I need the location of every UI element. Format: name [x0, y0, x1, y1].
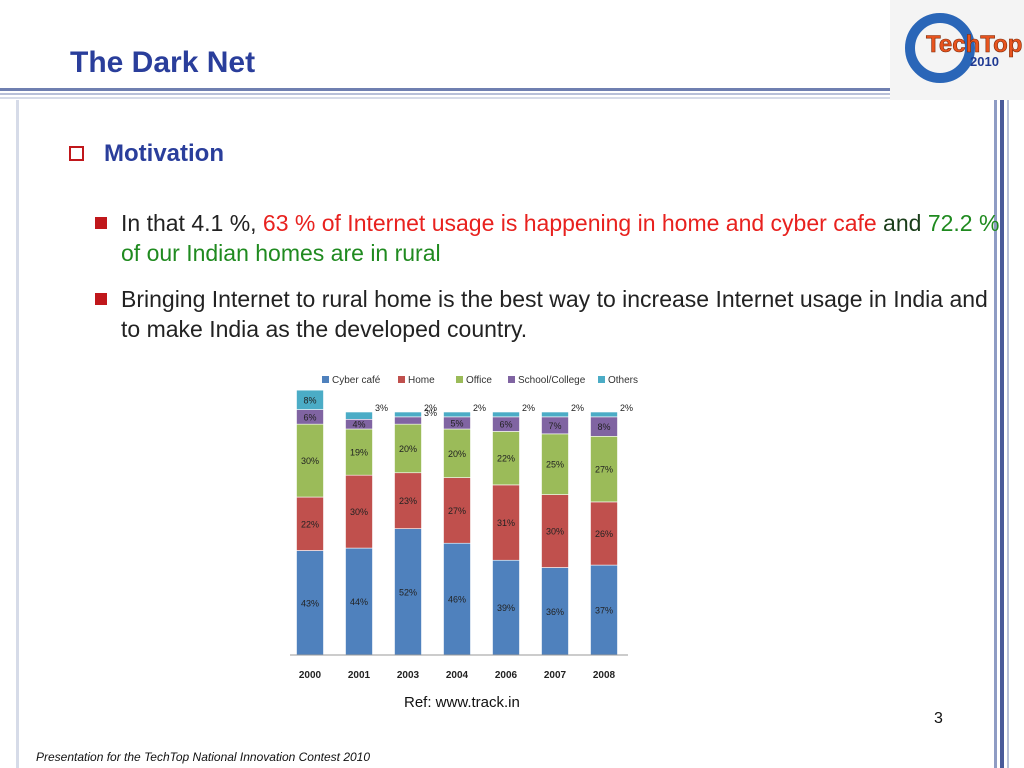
- bullet-text: 72.2 % of our Indian homes are in rural: [121, 210, 1006, 266]
- x-tick-label: 2003: [397, 670, 420, 681]
- bar-segment: [492, 431, 520, 486]
- bar-segment: [590, 501, 618, 566]
- data-label: 37%: [595, 606, 613, 616]
- bar-segment: [394, 423, 422, 474]
- bar-segment: [443, 477, 471, 544]
- legend-label: School/College: [518, 375, 586, 386]
- bullet-text: 63 % of Internet usage is happening in h…: [262, 210, 877, 236]
- legend-swatch: [598, 376, 605, 383]
- bullet-text: Bringing Internet to rural home is the b…: [121, 286, 995, 342]
- data-label: 46%: [448, 595, 466, 605]
- data-label: 31%: [497, 518, 515, 528]
- bar-segment: [394, 472, 422, 529]
- legend-swatch: [322, 376, 329, 383]
- bar-segment: [541, 411, 569, 418]
- bar-segment: [492, 559, 520, 656]
- data-label: 2%: [473, 403, 486, 413]
- bar-segment: [443, 428, 471, 478]
- legend-label: Home: [408, 375, 435, 386]
- bar-segment: [345, 411, 373, 420]
- bar-segment: [492, 411, 520, 418]
- heading: Motivation: [104, 140, 224, 167]
- bar-segment: [590, 564, 618, 656]
- data-label: 2%: [620, 403, 633, 413]
- data-label: 7%: [548, 421, 561, 431]
- bullet-list: In that 4.1 %, 63 % of Internet usage is…: [95, 208, 1001, 360]
- data-label: 20%: [448, 449, 466, 459]
- bar-segment: [394, 416, 422, 425]
- footer: Presentation for the TechTop National In…: [36, 750, 370, 764]
- bullet: Bringing Internet to rural home is the b…: [95, 284, 1001, 344]
- data-label: 2%: [571, 403, 584, 413]
- bullet-text: and: [876, 210, 928, 236]
- bar-segment: [590, 435, 618, 503]
- x-tick-label: 2007: [544, 670, 567, 681]
- legend-swatch: [508, 376, 515, 383]
- data-label: 43%: [301, 598, 319, 608]
- bar-segment: [296, 423, 324, 498]
- data-label: 19%: [350, 448, 368, 458]
- data-label: 2%: [522, 403, 535, 413]
- logo-year: 2010: [970, 54, 999, 69]
- chart: Cyber café Home Office School/College Others…: [290, 362, 638, 690]
- x-tick-label: 2000: [299, 670, 322, 681]
- data-label: 8%: [597, 422, 610, 432]
- data-label: 30%: [350, 507, 368, 517]
- bar-segment: [541, 433, 569, 495]
- data-label: 3%: [424, 408, 437, 418]
- data-label: 20%: [399, 444, 417, 454]
- data-label: 8%: [303, 395, 316, 405]
- data-label: 44%: [350, 597, 368, 607]
- data-label: 5%: [450, 418, 463, 428]
- bar-segment: [345, 474, 373, 549]
- x-tick-label: 2004: [446, 670, 469, 681]
- legend-label: Cyber café: [332, 375, 381, 386]
- data-label: 3%: [375, 403, 388, 413]
- data-label: 6%: [499, 420, 512, 430]
- x-tick-label: 2008: [593, 670, 616, 681]
- data-label: 30%: [546, 527, 564, 537]
- data-label: 22%: [301, 519, 319, 529]
- bar-segment: [394, 528, 422, 656]
- data-label: 39%: [497, 603, 515, 613]
- data-label: 22%: [497, 454, 515, 464]
- data-label: 27%: [448, 506, 466, 516]
- data-label: 23%: [399, 496, 417, 506]
- slide-title: The Dark Net: [70, 46, 255, 79]
- legend-swatch: [456, 376, 463, 383]
- data-label: 27%: [595, 465, 613, 475]
- data-label: 30%: [301, 456, 319, 466]
- logo-ring: [905, 13, 975, 83]
- reference: Ref: www.track.in: [404, 694, 520, 711]
- legend-label: Others: [608, 375, 638, 386]
- data-label: 4%: [352, 420, 365, 430]
- bar-segment: [590, 411, 618, 418]
- data-label: 52%: [399, 587, 417, 597]
- bar-segment: [492, 484, 520, 561]
- page-number: 3: [934, 710, 943, 727]
- data-label: 2%: [424, 403, 437, 413]
- data-label: 36%: [546, 607, 564, 617]
- bullet-text: In that 4.1 %,: [121, 210, 263, 236]
- data-label: 26%: [595, 529, 613, 539]
- bar-segment: [296, 389, 324, 410]
- data-label: 6%: [303, 412, 316, 422]
- bar-segment: [541, 567, 569, 656]
- bar-segment: [394, 411, 422, 418]
- bar-segment: [443, 411, 471, 418]
- bullet: In that 4.1 %, 63 % of Internet usage is…: [95, 208, 1001, 268]
- x-tick-label: 2001: [348, 670, 371, 681]
- data-label: 25%: [546, 460, 564, 470]
- legend-swatch: [398, 376, 405, 383]
- logo-name: TechTop: [926, 31, 1022, 58]
- legend-label: Office: [466, 375, 492, 386]
- x-tick-label: 2006: [495, 670, 518, 681]
